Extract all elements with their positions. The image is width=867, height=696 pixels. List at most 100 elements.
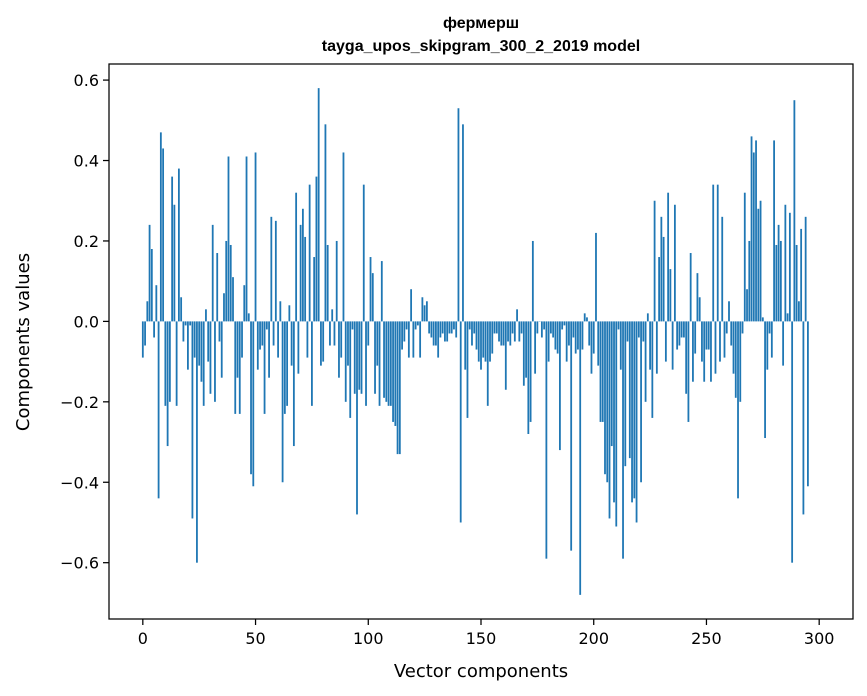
- bar: [180, 297, 183, 322]
- bar: [482, 321, 485, 358]
- bar: [259, 321, 261, 350]
- bar: [728, 301, 730, 322]
- bar: [529, 321, 532, 422]
- bar: [782, 321, 785, 366]
- bar: [432, 321, 435, 346]
- bar: [315, 176, 318, 322]
- bar: [685, 321, 688, 394]
- bar: [416, 321, 419, 326]
- bar: [705, 321, 708, 350]
- bar: [788, 212, 791, 322]
- bar: [739, 321, 742, 402]
- bar: [398, 321, 401, 455]
- bar: [556, 321, 559, 354]
- bar: [245, 156, 248, 322]
- bar: [662, 236, 665, 322]
- bar: [308, 184, 311, 322]
- bar: [380, 261, 383, 322]
- bar: [628, 321, 631, 459]
- bar: [522, 321, 525, 386]
- x-tick-label: 150: [466, 629, 497, 648]
- bar: [252, 321, 255, 487]
- bar: [610, 321, 613, 447]
- chart-title: фермерш: [443, 15, 519, 32]
- bar: [351, 321, 354, 330]
- bar: [211, 224, 214, 322]
- bar: [301, 208, 304, 322]
- bar: [703, 321, 706, 382]
- bar: [232, 277, 234, 322]
- bar: [292, 321, 295, 447]
- y-tick-label: −0.6: [60, 554, 99, 573]
- bar: [448, 321, 451, 334]
- bar: [283, 321, 286, 414]
- bar: [775, 244, 778, 322]
- bar: [392, 321, 394, 422]
- bar: [608, 321, 611, 519]
- bar: [475, 321, 478, 350]
- bar: [687, 321, 690, 422]
- bar: [577, 321, 579, 350]
- bar: [207, 321, 210, 362]
- bar: [270, 216, 273, 322]
- y-tick-label: 0.0: [74, 312, 99, 331]
- x-tick-label: 200: [578, 629, 609, 648]
- bar: [734, 321, 737, 398]
- bar: [622, 321, 624, 559]
- bar: [450, 321, 453, 334]
- x-tick-label: 50: [245, 629, 265, 648]
- bar: [752, 152, 755, 322]
- bar: [216, 253, 219, 322]
- bar: [480, 321, 482, 370]
- bar: [182, 321, 185, 342]
- bar: [468, 321, 471, 330]
- bar: [218, 321, 221, 342]
- bar: [498, 321, 500, 342]
- bar: [671, 321, 674, 370]
- bar: [565, 321, 568, 362]
- bar: [624, 321, 627, 467]
- bar: [162, 148, 165, 322]
- bar: [387, 321, 390, 406]
- bar: [268, 321, 270, 378]
- bar: [701, 321, 703, 362]
- bar: [604, 321, 606, 475]
- bar: [500, 321, 503, 346]
- bar: [150, 249, 153, 322]
- y-axis: −0.6 −0.4 −0.2 0.0 0.2 0.4 0.6: [60, 71, 109, 573]
- bar: [349, 321, 352, 418]
- bar: [322, 321, 325, 362]
- bar: [177, 168, 180, 322]
- bar: [631, 321, 633, 503]
- bar: [491, 321, 494, 354]
- bar: [369, 257, 372, 322]
- bar: [601, 321, 604, 422]
- bar: [430, 321, 433, 338]
- bar: [241, 321, 243, 358]
- bar: [274, 220, 277, 322]
- bar: [299, 224, 302, 322]
- x-tick-label: 0: [138, 629, 148, 648]
- bar: [236, 321, 239, 378]
- bar: [619, 321, 622, 370]
- bar: [804, 216, 807, 322]
- bar: [374, 321, 376, 394]
- bar: [525, 321, 527, 378]
- bar: [389, 321, 392, 406]
- bar: [435, 321, 437, 346]
- bar: [365, 321, 367, 406]
- bar: [599, 321, 602, 422]
- bar: [290, 321, 293, 366]
- bar: [338, 321, 340, 378]
- bar: [540, 321, 543, 338]
- bar: [719, 321, 721, 362]
- bar: [547, 321, 550, 362]
- bar: [166, 321, 169, 447]
- bar: [644, 321, 647, 402]
- bar: [286, 321, 289, 406]
- bar: [288, 305, 291, 322]
- bar: [795, 244, 798, 322]
- bar: [385, 321, 388, 402]
- bar: [493, 321, 496, 334]
